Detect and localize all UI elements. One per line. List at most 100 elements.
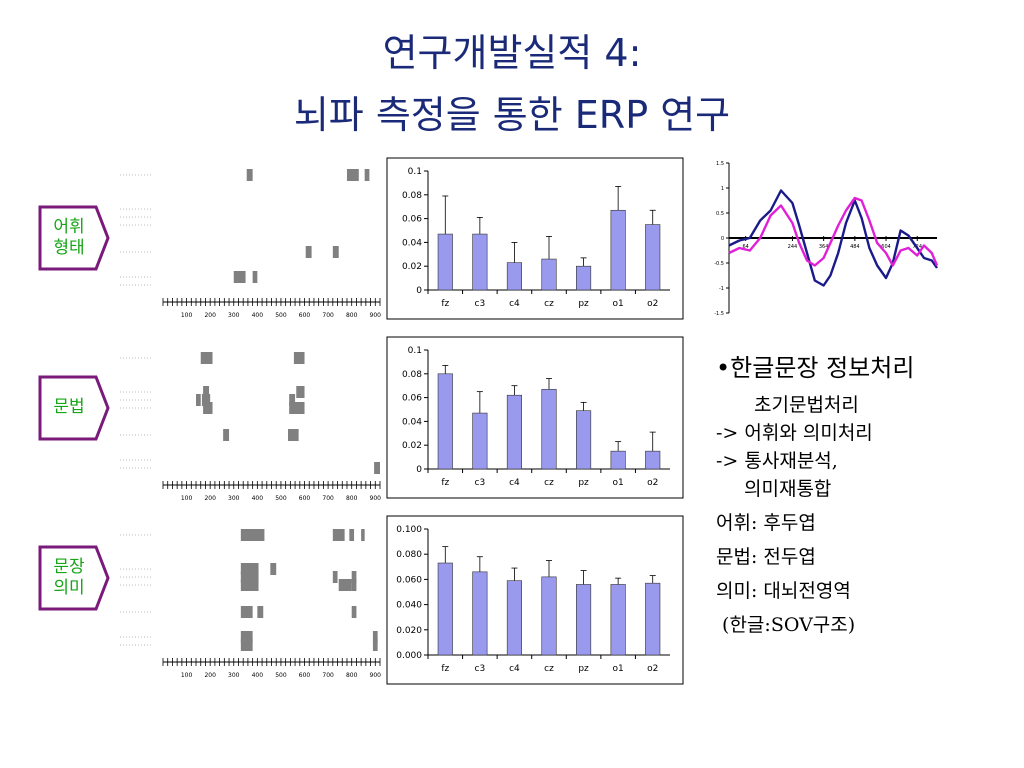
bar	[472, 233, 488, 291]
significance-block	[240, 529, 265, 541]
bullet-line: 문법: 전두엽	[716, 546, 816, 568]
significance-block	[289, 394, 296, 406]
significance-block	[240, 631, 253, 643]
time-tick-label: 600	[299, 312, 311, 319]
bar	[645, 450, 661, 470]
significance-block	[203, 402, 213, 414]
bar	[437, 373, 453, 470]
time-tick-label: 900	[370, 672, 382, 679]
bar	[645, 582, 661, 656]
bar	[576, 265, 592, 291]
significance-block	[374, 462, 380, 474]
bar	[472, 412, 488, 470]
significance-block	[351, 571, 357, 583]
x-tick-label: pz	[578, 478, 589, 488]
x-tick-label: c3	[475, 299, 486, 309]
significance-block	[332, 246, 339, 258]
x-tick-label: 604	[881, 244, 891, 250]
bullet-main: •한글문장 정보처리	[716, 354, 915, 382]
significance-block	[200, 352, 213, 364]
chart-frame	[386, 515, 684, 685]
y-tick-label: 0.04	[402, 238, 422, 248]
time-tick-label: 400	[252, 672, 264, 679]
tag-grammar: 문법	[38, 375, 110, 441]
time-tick-label: 900	[370, 312, 382, 319]
electrode-raster-plot-2: 100 200 300 400 500 600 700 800 900	[120, 352, 381, 502]
time-tick-label: 600	[299, 672, 311, 679]
significance-block	[252, 271, 258, 283]
chart-frame	[386, 336, 684, 499]
y-tick-label: 0.04	[402, 417, 422, 427]
y-tick-label: 0.08	[402, 191, 422, 201]
bar-chart-lexical: 0 0.02 0.04 0.06 0.08 0.1 fz c3 c4 cz pz o1 o2	[386, 157, 684, 320]
bullet-line: 초기문법처리	[754, 394, 859, 416]
x-tick-label: o1	[613, 664, 624, 674]
y-tick-label: 0.000	[396, 651, 422, 661]
x-tick-label: c3	[475, 664, 486, 674]
tag-label-1: 어휘	[53, 217, 85, 237]
y-tick-label: 0.1	[408, 167, 422, 177]
significance-block	[233, 271, 246, 283]
time-tick-label: 700	[322, 495, 334, 502]
y-tick-label: 0	[416, 465, 422, 475]
x-tick-label: cz	[544, 664, 554, 674]
y-tick-label: 0.060	[396, 575, 422, 585]
time-tick-label: 400	[252, 312, 264, 319]
x-tick-label: pz	[578, 664, 589, 674]
significance-block	[372, 639, 378, 651]
y-tick-label: 0.1	[408, 346, 422, 356]
significance-block	[246, 169, 253, 181]
time-tick-label: 400	[252, 495, 264, 502]
y-tick-label: 0.08	[402, 370, 422, 380]
time-tick-label: 500	[275, 312, 287, 319]
time-tick-label: 500	[275, 672, 287, 679]
time-tick-label: 800	[346, 312, 358, 319]
significance-block	[346, 169, 359, 181]
y-tick-label: 0	[721, 236, 724, 242]
bullet-line: 어휘: 후두엽	[716, 512, 816, 534]
x-tick-label: o2	[647, 299, 658, 309]
bar	[541, 258, 557, 291]
time-tick-label: 800	[346, 495, 358, 502]
significance-block	[296, 386, 305, 398]
time-tick-label: 300	[228, 495, 240, 502]
bar	[541, 388, 557, 470]
x-tick-label: fz	[441, 299, 449, 309]
x-tick-label: c4	[509, 664, 520, 674]
electrode-raster-plot-3: 100 200 300 400 500 600 700 800 900	[120, 529, 382, 679]
time-tick-label: 700	[322, 312, 334, 319]
y-tick-label: 0.02	[402, 262, 422, 272]
bar	[437, 233, 453, 291]
y-tick-label: -1.5	[714, 311, 724, 317]
significance-block	[270, 563, 277, 575]
x-tick-label: cz	[544, 478, 554, 488]
time-tick-label: 200	[204, 495, 216, 502]
bar	[506, 580, 522, 656]
bar	[610, 209, 626, 291]
bar	[506, 394, 522, 470]
significance-block	[196, 394, 201, 406]
x-tick-label: o1	[613, 478, 624, 488]
tag-lexical-form: 어휘 형태	[38, 205, 110, 271]
significance-block	[288, 429, 299, 441]
bullet-line: 의미: 대뇌전영역	[716, 580, 851, 602]
tag-label-2: 형태	[53, 238, 85, 258]
bar	[541, 576, 557, 656]
y-tick-label: 0.02	[402, 441, 422, 451]
time-tick-label: 200	[204, 312, 216, 319]
x-tick-label: 364	[819, 244, 829, 250]
significance-block	[332, 571, 338, 583]
x-tick-label: 244	[788, 244, 798, 250]
x-tick-label: cz	[544, 299, 554, 309]
significance-block	[372, 631, 378, 643]
bullet-line: -> 통사재분석,	[716, 450, 838, 472]
bar	[506, 262, 522, 291]
x-tick-label: fz	[441, 664, 449, 674]
significance-block	[305, 246, 312, 258]
bar	[610, 584, 626, 656]
significance-block	[332, 529, 345, 541]
x-tick-label: 64	[742, 244, 748, 250]
y-tick-label: 0	[416, 286, 422, 296]
tag-label-1: 문법	[53, 397, 85, 417]
y-tick-label: 1.5	[716, 161, 724, 167]
